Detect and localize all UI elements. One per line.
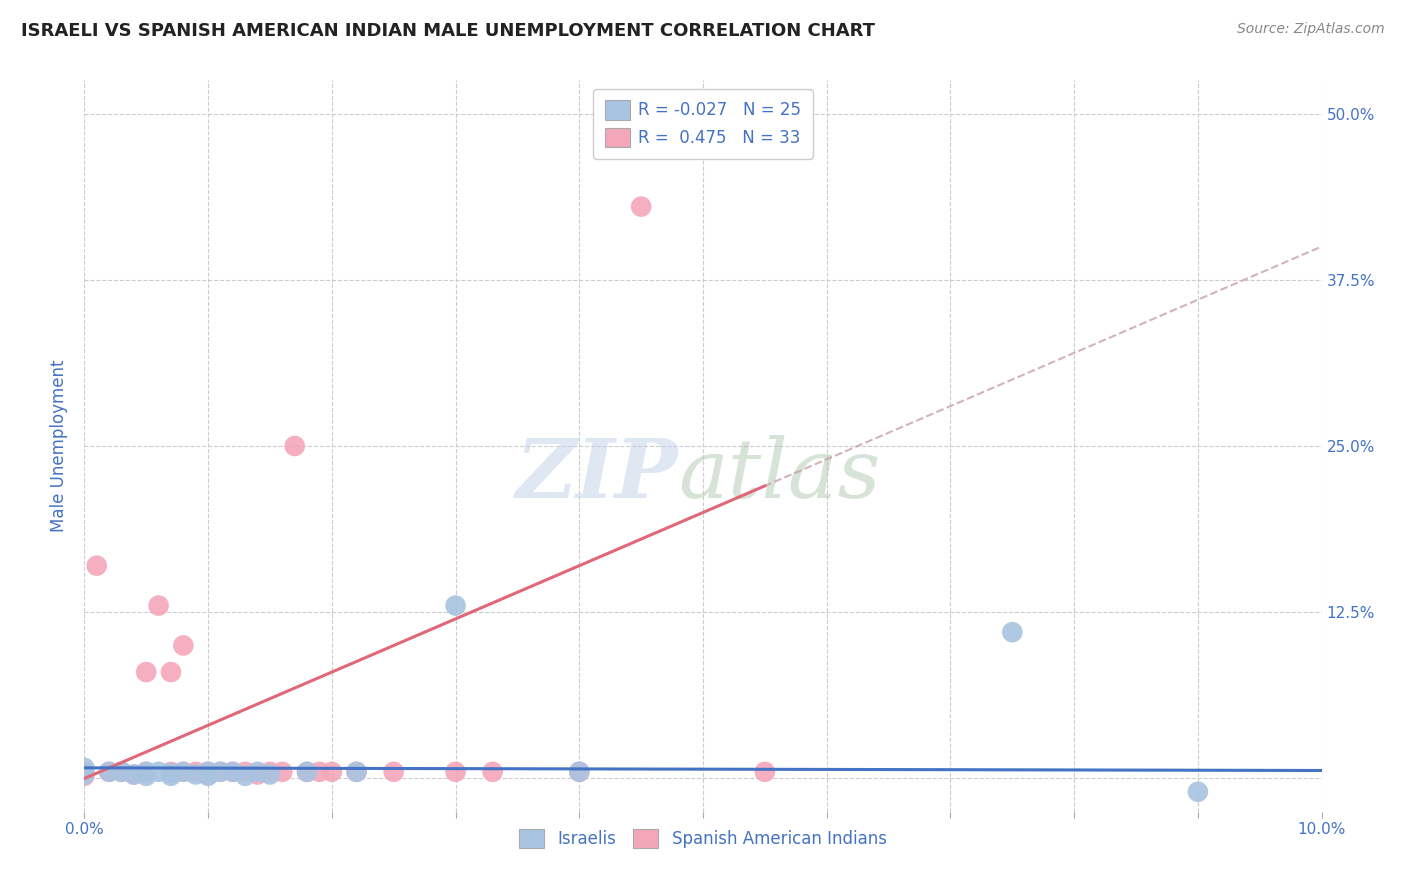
Point (172, 764, 194, 779)
Point (110, 764, 132, 779)
Point (73, 767, 96, 781)
Point (197, 769, 219, 783)
Point (630, 200, 652, 214)
Point (259, 764, 281, 779)
Point (135, 769, 157, 783)
Point (148, 599, 170, 613)
Point (73, 761, 96, 775)
Point (110, 764, 132, 779)
Y-axis label: Male Unemployment: Male Unemployment (51, 359, 69, 533)
Point (382, 764, 405, 779)
Point (197, 764, 219, 779)
Point (184, 764, 207, 779)
Point (135, 764, 157, 779)
Text: Source: ZipAtlas.com: Source: ZipAtlas.com (1237, 22, 1385, 37)
Point (233, 764, 256, 779)
Point (444, 764, 467, 779)
Text: ISRAELI VS SPANISH AMERICAN INDIAN MALE UNEMPLOYMENT CORRELATION CHART: ISRAELI VS SPANISH AMERICAN INDIAN MALE … (21, 22, 875, 40)
Point (209, 764, 232, 779)
Point (481, 764, 503, 779)
Point (246, 767, 269, 781)
Point (222, 764, 245, 779)
Point (148, 764, 170, 779)
Point (98, 764, 121, 779)
Point (246, 764, 269, 779)
Point (259, 767, 281, 781)
Point (160, 665, 183, 679)
Point (172, 764, 194, 779)
Point (284, 439, 307, 453)
Point (122, 767, 145, 781)
Point (233, 769, 256, 783)
Point (184, 767, 207, 781)
Point (98, 764, 121, 779)
Point (346, 764, 368, 779)
Point (209, 764, 232, 779)
Point (135, 764, 157, 779)
Point (295, 764, 318, 779)
Point (122, 767, 145, 781)
Point (222, 764, 245, 779)
Point (444, 599, 467, 613)
Point (197, 767, 219, 781)
Point (568, 764, 591, 779)
Point (1001, 625, 1024, 640)
Point (160, 766, 183, 780)
Point (321, 764, 343, 779)
Point (271, 764, 294, 779)
Legend: Israelis, Spanish American Indians: Israelis, Spanish American Indians (513, 822, 893, 855)
Point (295, 764, 318, 779)
Point (568, 764, 591, 779)
Point (86, 558, 108, 573)
Text: atlas: atlas (678, 435, 880, 516)
Point (346, 764, 368, 779)
Point (160, 769, 183, 783)
Point (1187, 785, 1209, 799)
Point (160, 764, 183, 779)
Point (172, 639, 194, 653)
Text: ZIP: ZIP (516, 435, 678, 516)
Point (308, 764, 330, 779)
Point (73, 769, 96, 783)
Point (73, 764, 96, 779)
Point (197, 764, 219, 779)
Point (135, 665, 157, 679)
Point (754, 764, 776, 779)
